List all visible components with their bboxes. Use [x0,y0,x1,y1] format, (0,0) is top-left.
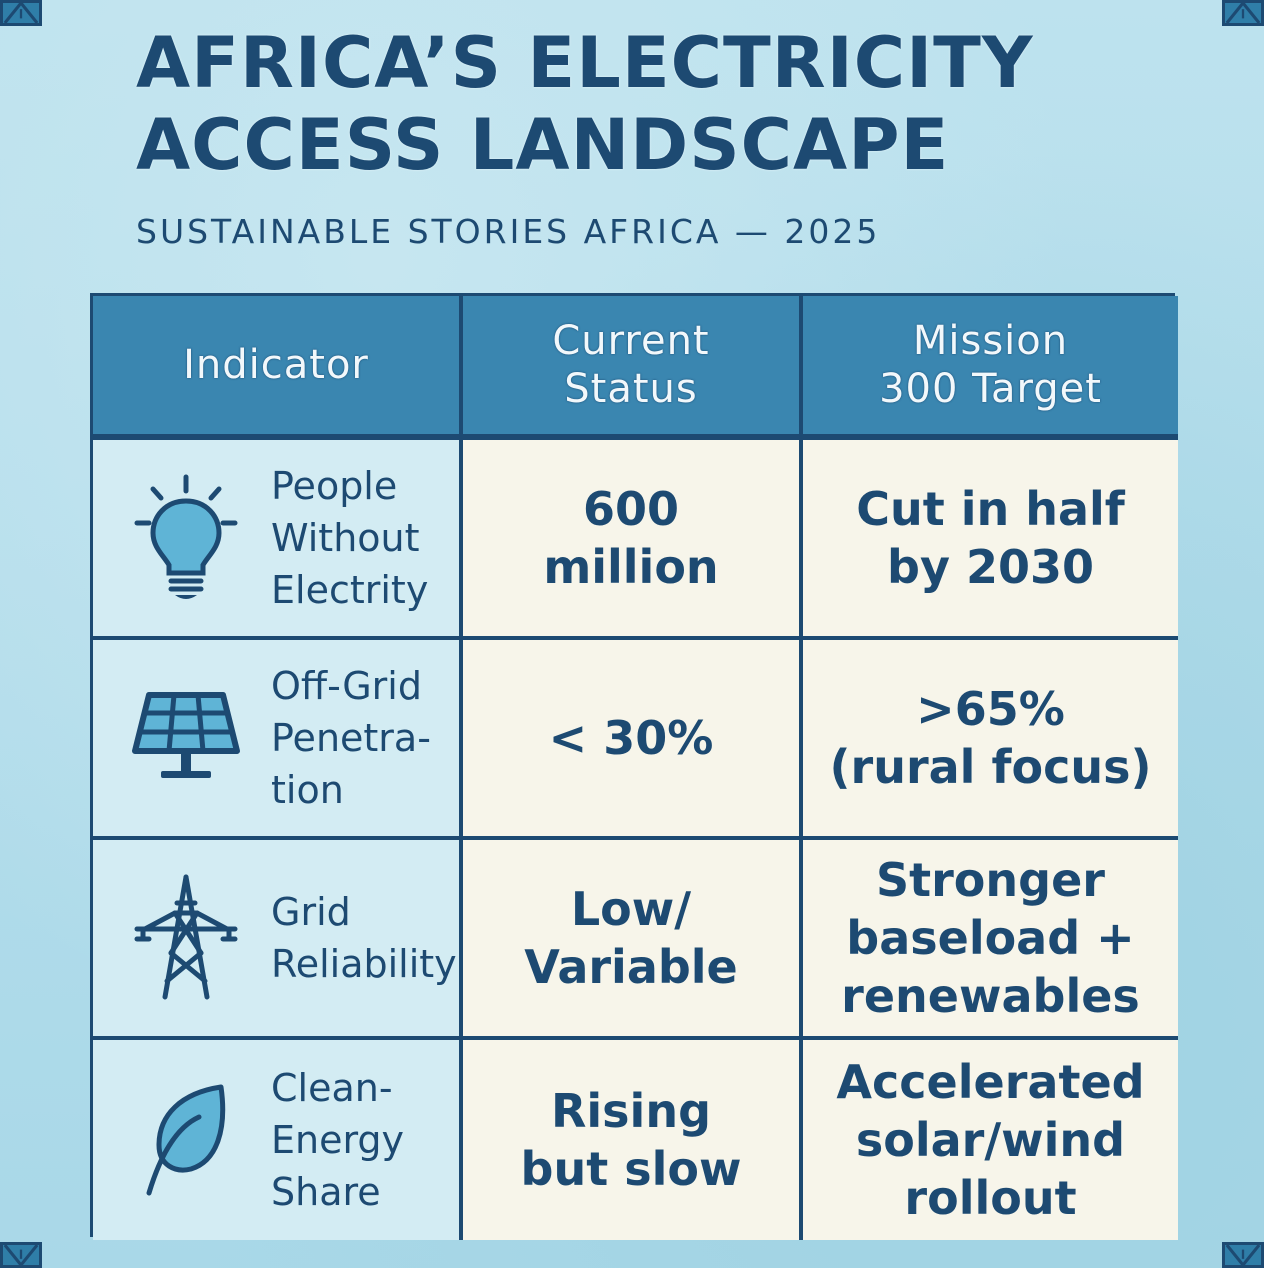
indicator-label: Clean- Energy Share [271,1066,405,1214]
indicator-label: Grid Reliability [271,890,457,986]
indicator-cell-clean-energy-share: Clean- Energy Share [93,1040,463,1240]
column-header-current-status: Current Status [463,296,803,440]
current-status-cell: Low/ Variable [463,840,803,1040]
leaf-icon [131,1075,241,1205]
mission-target-cell: >65% (rural focus) [803,640,1178,840]
page-subtitle: SUSTAINABLE STORIES AFRICA — 2025 [136,212,881,251]
indicator-label: Off-Grid Penetra- tion [271,664,431,812]
current-status-cell: Rising but slow [463,1040,803,1240]
transmission-tower-icon [131,873,241,1003]
corner-ornament-bottom-left [0,1242,42,1268]
indicator-cell-grid-reliability: Grid Reliability [93,840,463,1040]
mission-target-cell: Accelerated solar/wind rollout [803,1040,1178,1240]
solar-panel-icon [131,673,241,803]
indicator-label: People Without Electrity [271,464,429,612]
triangle-pattern-icon [3,1245,39,1265]
triangle-pattern-icon [1225,3,1261,23]
column-header-mission-300-target: Mission 300 Target [803,296,1178,440]
corner-ornament-top-right [1222,0,1264,26]
mission-target-cell: Stronger baseload + renewables [803,840,1178,1040]
title-line-1: AFRICA’S ELECTRICITY [136,22,1034,104]
indicator-cell-people-without-electricity: People Without Electrity [93,440,463,640]
indicator-cell-off-grid-penetration: Off-Grid Penetra- tion [93,640,463,840]
current-status-cell: 600 million [463,440,803,640]
corner-ornament-bottom-right [1222,1242,1264,1268]
current-status-cell: < 30% [463,640,803,840]
page-title: AFRICA’S ELECTRICITY ACCESS LANDSCAPE [136,22,1034,186]
title-line-2: ACCESS LANDSCAPE [136,104,950,186]
lightbulb-icon [131,473,241,603]
triangle-pattern-icon [3,3,39,23]
electricity-access-table: Indicator Current Status Mission 300 Tar… [90,293,1178,1240]
column-header-indicator: Indicator [93,296,463,440]
mission-target-cell: Cut in half by 2030 [803,440,1178,640]
corner-ornament-top-left [0,0,42,26]
triangle-pattern-icon [1225,1245,1261,1265]
